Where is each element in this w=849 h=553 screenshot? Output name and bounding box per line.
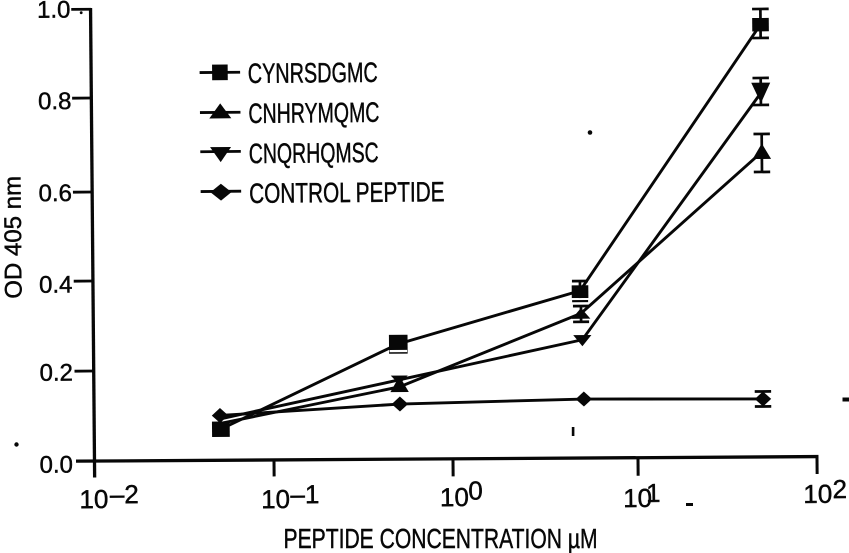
- svg-text:–2: –2: [110, 479, 139, 509]
- svg-text:10: 10: [623, 483, 652, 513]
- svg-text:0.0: 0.0: [39, 451, 73, 478]
- svg-text:–1: –1: [290, 479, 319, 509]
- svg-text:2: 2: [832, 474, 847, 504]
- svg-text:0.2: 0.2: [39, 359, 73, 386]
- svg-text:0.6: 0.6: [38, 180, 72, 207]
- svg-text:CNQRHQMSC: CNQRHQMSC: [249, 138, 379, 170]
- svg-text:10: 10: [261, 484, 290, 514]
- svg-text:10: 10: [440, 482, 469, 512]
- svg-text:0.4: 0.4: [39, 271, 73, 298]
- svg-text:0: 0: [468, 476, 483, 506]
- svg-text:OD 405 nm: OD 405 nm: [0, 176, 28, 299]
- svg-text:10: 10: [803, 479, 832, 509]
- svg-text:0.8: 0.8: [38, 88, 72, 115]
- svg-text:10: 10: [79, 484, 108, 514]
- svg-text:1.0: 1.0: [37, 0, 71, 24]
- svg-text:CYNRSDGMC: CYNRSDGMC: [248, 58, 378, 90]
- svg-text:1: 1: [646, 478, 661, 508]
- svg-text:CNHRYMQMC: CNHRYMQMC: [248, 97, 379, 129]
- svg-text:CONTROL PEPTIDE: CONTROL PEPTIDE: [249, 177, 445, 209]
- svg-text:PEPTIDE CONCENTRATION µM: PEPTIDE CONCENTRATION µM: [284, 524, 598, 553]
